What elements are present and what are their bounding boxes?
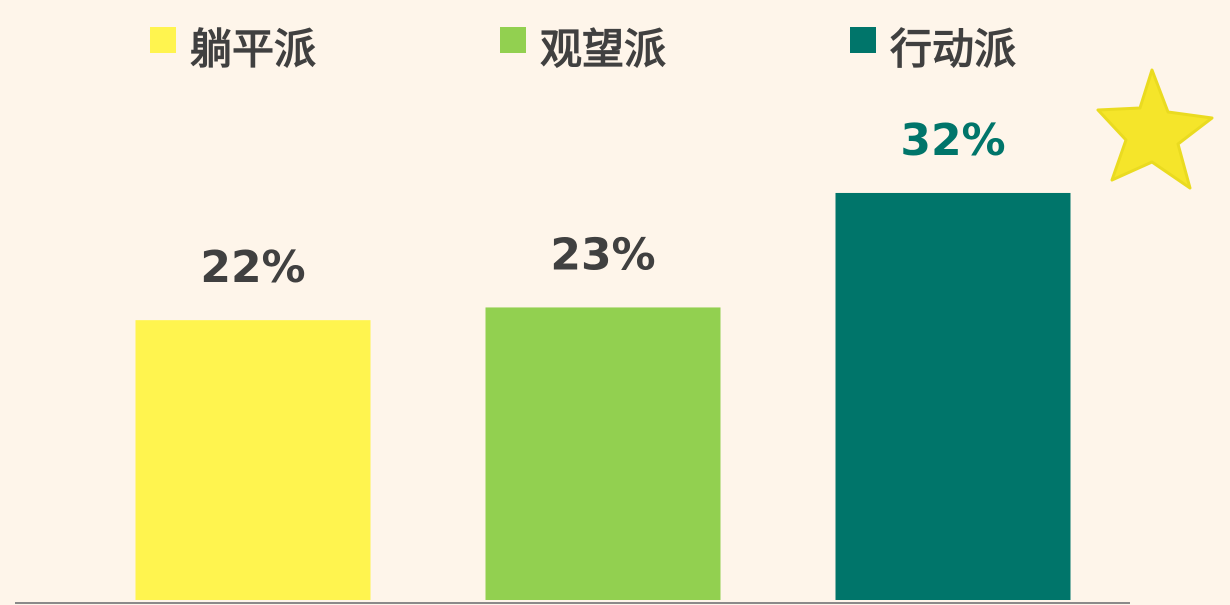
value-label: 32% [900, 115, 1005, 166]
legend-label: 观望派 [540, 25, 666, 74]
star-decoration [1096, 68, 1214, 190]
bar [135, 320, 371, 600]
value-label: 22% [200, 242, 305, 293]
legend-swatch [150, 27, 176, 53]
legend-swatch [500, 27, 526, 53]
legend-label: 躺平派 [190, 25, 316, 74]
bar [485, 307, 721, 600]
bar [835, 192, 1071, 600]
value-label: 23% [550, 229, 655, 280]
legend-swatch [850, 27, 876, 53]
legend-label: 行动派 [890, 25, 1016, 74]
